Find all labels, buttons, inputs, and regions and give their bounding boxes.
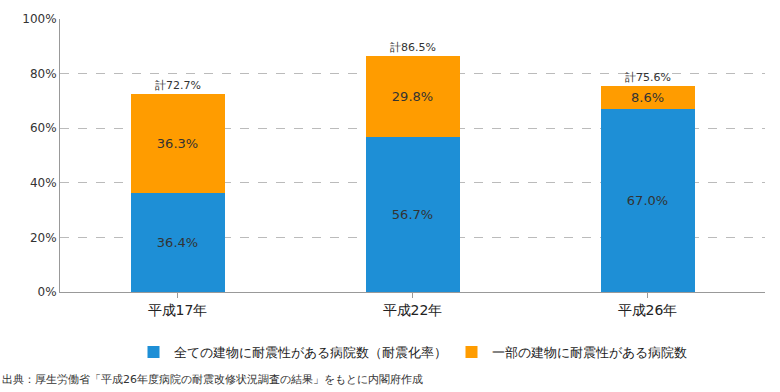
svg-text:60%: 60% [30, 121, 57, 135]
svg-text:平成17年: 平成17年 [148, 302, 208, 318]
svg-text:計75.6%: 計75.6% [625, 71, 671, 84]
svg-text:40%: 40% [30, 176, 57, 190]
svg-text:8.6%: 8.6% [631, 90, 664, 105]
svg-text:一部の建物に耐震性がある病院数: 一部の建物に耐震性がある病院数 [492, 345, 687, 360]
svg-text:平成22年: 平成22年 [383, 302, 443, 318]
svg-text:平成26年: 平成26年 [618, 302, 678, 318]
svg-text:36.3%: 36.3% [157, 136, 198, 151]
svg-text:67.0%: 67.0% [627, 193, 668, 208]
svg-text:36.4%: 36.4% [157, 235, 198, 250]
svg-text:20%: 20% [30, 231, 57, 245]
svg-text:80%: 80% [30, 67, 57, 81]
svg-text:29.8%: 29.8% [392, 89, 433, 104]
svg-text:0%: 0% [38, 285, 57, 299]
svg-text:100%: 100% [22, 12, 56, 26]
svg-text:計86.5%: 計86.5% [390, 41, 436, 54]
svg-text:出典：厚生労働省「平成26年度病院の耐震改修状況調査の結果」: 出典：厚生労働省「平成26年度病院の耐震改修状況調査の結果」をもとに内閣府作成 [2, 373, 423, 386]
svg-text:全ての建物に耐震性がある病院数（耐震化率）: 全ての建物に耐震性がある病院数（耐震化率） [174, 345, 447, 360]
svg-text:計72.7%: 計72.7% [155, 79, 201, 92]
svg-text:56.7%: 56.7% [392, 207, 433, 222]
